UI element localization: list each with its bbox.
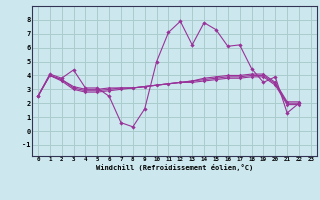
X-axis label: Windchill (Refroidissement éolien,°C): Windchill (Refroidissement éolien,°C): [96, 164, 253, 171]
